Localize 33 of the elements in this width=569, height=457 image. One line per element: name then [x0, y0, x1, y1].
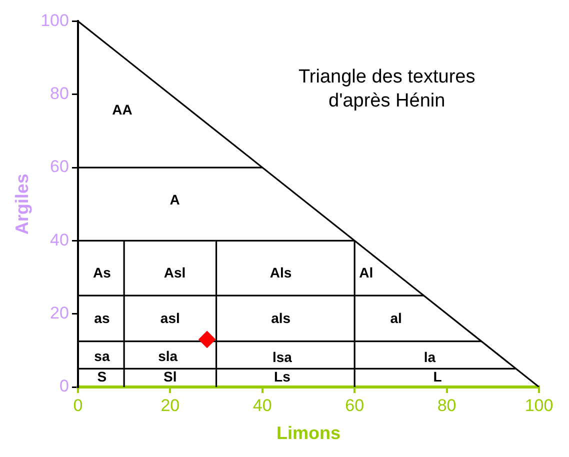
x-axis-title: Limons: [276, 423, 340, 444]
y-tick-label: 100: [40, 10, 69, 30]
x-tick-label: 40: [252, 396, 272, 415]
y-axis-title: Argiles: [12, 174, 32, 235]
annotation: Ls: [274, 368, 291, 385]
annotation: Als: [270, 264, 292, 280]
y-tick-label: 40: [50, 230, 69, 250]
x-tick-label: 20: [160, 396, 180, 415]
annotation: AA: [112, 102, 132, 118]
annotation: L: [433, 368, 442, 385]
x-tick-label: 100: [524, 396, 554, 415]
y-tick-label: 0: [59, 376, 69, 396]
annotation: Asl: [164, 264, 186, 280]
annotation: lsa: [272, 348, 292, 365]
annotation: Al: [359, 264, 374, 280]
annotation: asl: [160, 310, 180, 326]
x-tick-label: 0: [73, 396, 83, 415]
annotation: als: [271, 310, 291, 326]
x-tick-label: 80: [437, 396, 456, 415]
annotation: As: [92, 264, 112, 280]
annotation: as: [94, 310, 110, 326]
text: Triangle des textures d'après Hénin: [298, 66, 476, 112]
annotation: S: [97, 368, 107, 385]
annotation: la: [424, 348, 436, 365]
y-tick-label: 20: [50, 304, 69, 323]
y-tick-label: 60: [50, 157, 69, 176]
annotation: sla: [158, 348, 178, 364]
annotation: al: [390, 310, 402, 326]
y-tick-label: 80: [50, 84, 69, 104]
annotation: sa: [94, 348, 110, 364]
annotation: Sl: [164, 368, 177, 385]
annotation: A: [170, 191, 180, 208]
x-tick-label: 60: [345, 396, 364, 415]
